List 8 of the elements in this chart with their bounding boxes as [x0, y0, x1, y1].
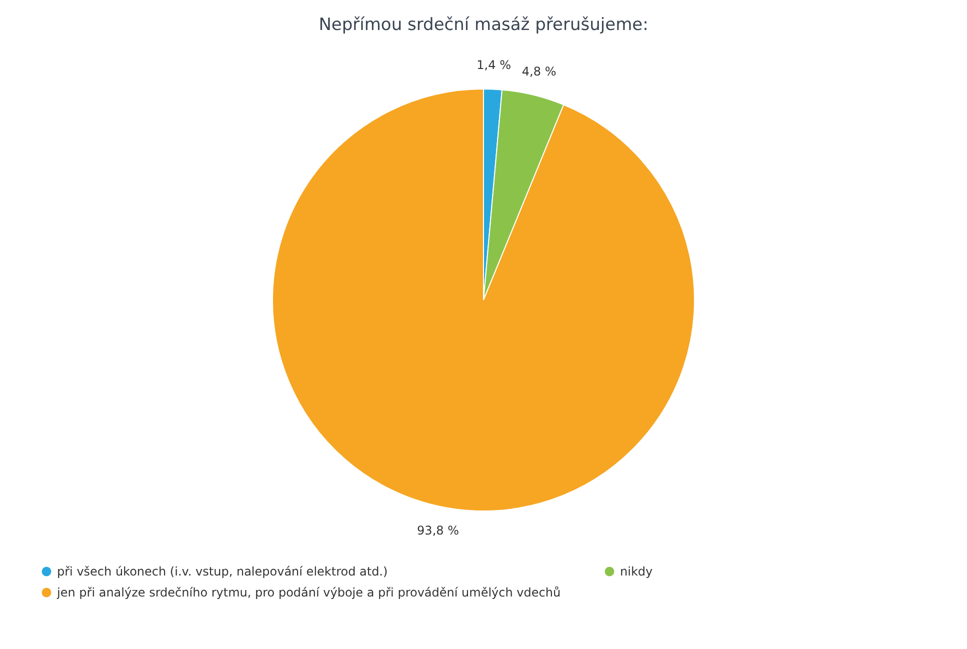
data-label: 93,8 %	[417, 524, 459, 538]
legend-label: jen při analýze srdečního rytmu, pro podání výboje a při provádění umělých vdechů	[56, 586, 561, 600]
legend-label: při všech úkonech (i.v. vstup, nalepování elektrod atd.)	[57, 564, 388, 579]
legend-label: nikdy	[620, 564, 653, 579]
pie-slice	[272, 88, 695, 512]
data-label: 4,8 %	[522, 64, 556, 79]
data-label: 1,4 %	[476, 58, 511, 72]
chart-title: Nepřímou srdeční masáž přerušujeme:	[318, 15, 648, 35]
